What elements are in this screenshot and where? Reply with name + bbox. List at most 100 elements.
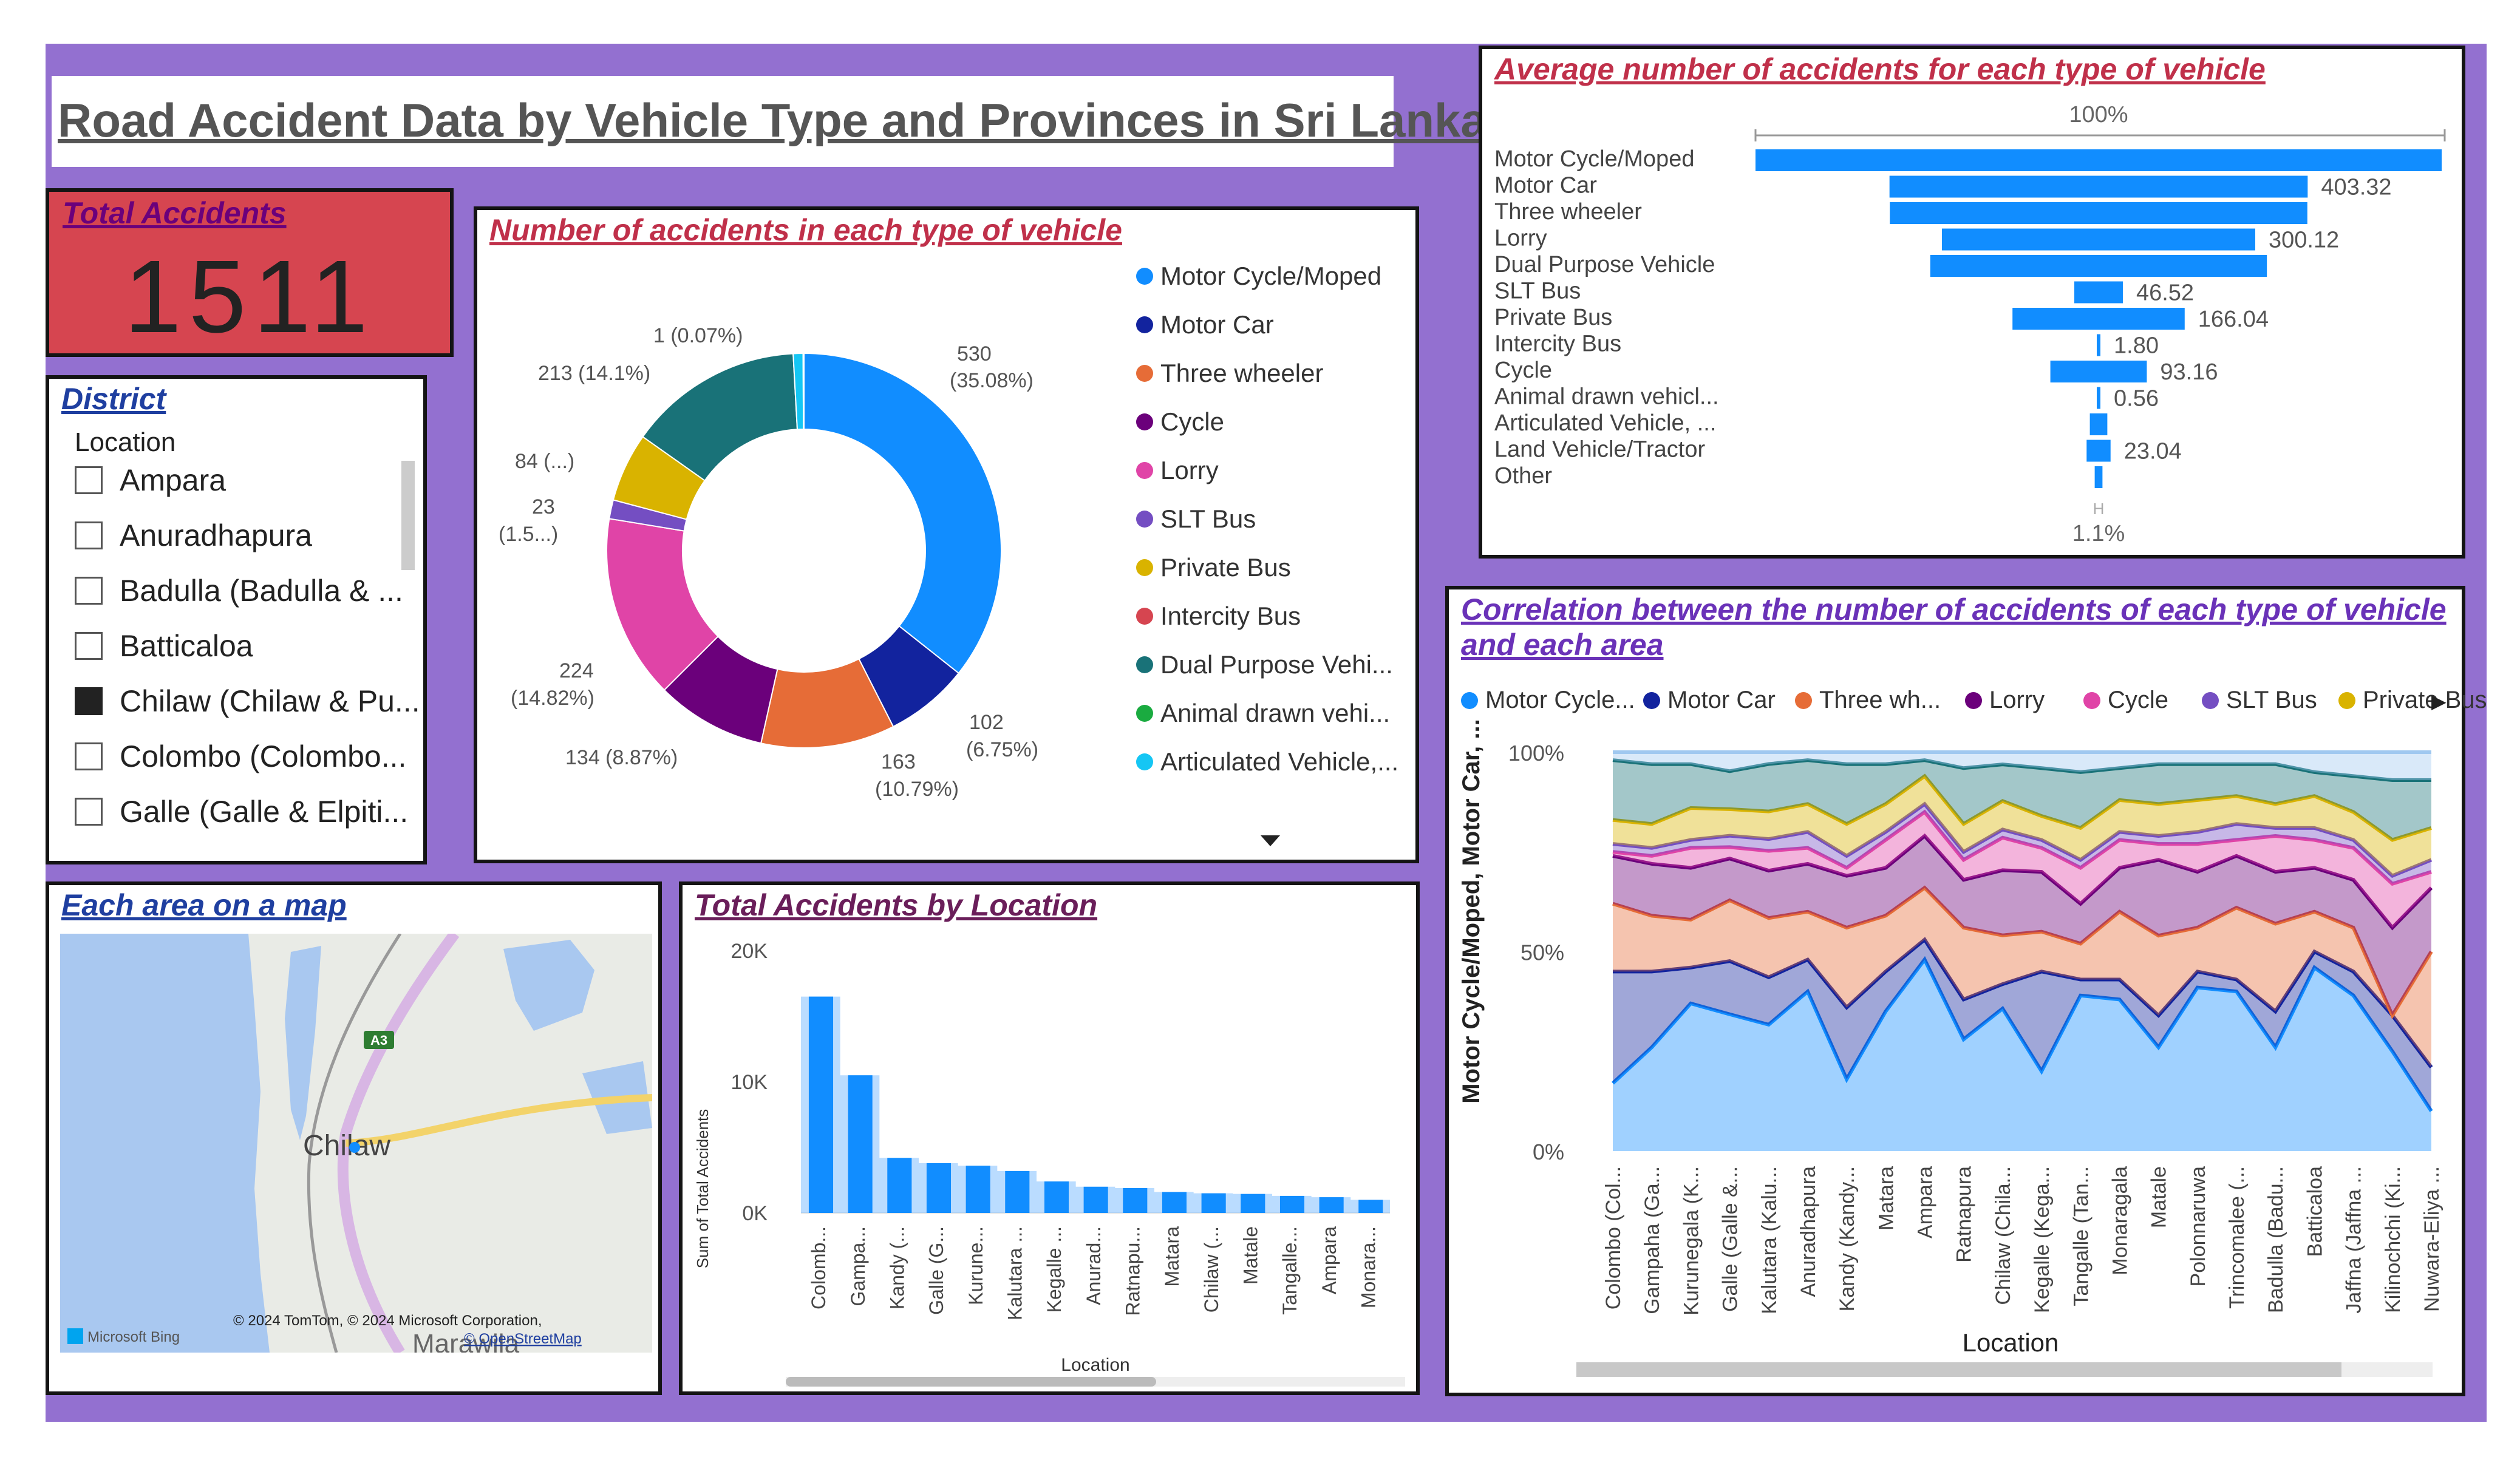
bar-x-label: Kandy (... xyxy=(886,1226,908,1309)
funnel-data-label: 300.12 xyxy=(2269,228,2339,253)
checkbox[interactable] xyxy=(75,742,103,770)
label-slt-bus-pct: (1.5...) xyxy=(499,523,558,546)
location-bar[interactable] xyxy=(1123,1187,1148,1213)
caret-down-icon[interactable] xyxy=(1261,835,1280,846)
area-legend-item[interactable]: SLT Bus xyxy=(2202,687,2317,714)
donut-legend-item[interactable]: Lorry xyxy=(1136,456,1219,485)
funnel-category-label: Private Bus xyxy=(1494,305,1612,330)
location-bar[interactable] xyxy=(1083,1186,1108,1213)
location-bar[interactable] xyxy=(887,1158,912,1213)
area-x-label: Jaffna (Jaffna ... xyxy=(2343,1166,2366,1314)
funnel-bar[interactable] xyxy=(2097,334,2100,356)
funnel-bar[interactable] xyxy=(1942,228,2255,251)
donut-slice-intercity-bus[interactable] xyxy=(802,352,805,430)
donut-legend-item[interactable]: Private Bus xyxy=(1136,553,1291,582)
funnel-category-label: Motor Car xyxy=(1494,173,1597,199)
donut-slice-motor-cycle-moped[interactable] xyxy=(803,352,1002,674)
donut-legend-item[interactable]: SLT Bus xyxy=(1136,504,1256,534)
location-bar[interactable] xyxy=(1241,1194,1265,1213)
funnel-bar[interactable] xyxy=(2086,440,2111,462)
area-layer-lorry[interactable] xyxy=(1613,835,2431,1016)
checkbox[interactable] xyxy=(75,521,103,549)
donut-title: Number of accidents in each type of vehi… xyxy=(489,213,1122,247)
area-x-label: Polonnaruwa xyxy=(2187,1166,2210,1287)
donut-legend-item[interactable]: Animal drawn vehi... xyxy=(1136,699,1390,728)
location-bar[interactable] xyxy=(965,1166,990,1213)
donut-legend-item[interactable]: Articulated Vehicle,... xyxy=(1136,747,1398,776)
area-x-label: Monaragala xyxy=(2108,1166,2131,1275)
area-layer-motor-car[interactable] xyxy=(1613,939,2431,1112)
area-legend-item[interactable]: Three wh... xyxy=(1795,687,1941,714)
location-bar[interactable] xyxy=(848,1075,873,1213)
donut-chart: 530 (35.08%) 102 (6.75%) 163 (10.79%) 13… xyxy=(499,324,1038,801)
map-view[interactable]: A3 Chilaw Marawila © 2024 TomTom, © 2024… xyxy=(60,934,652,1353)
bar-x-label: Kurune... xyxy=(965,1226,987,1305)
donut-legend-item[interactable]: Dual Purpose Vehi... xyxy=(1136,650,1393,679)
funnel-bar[interactable] xyxy=(2012,308,2185,330)
map-panel: Each area on a map A3 Chilaw Marawila © … xyxy=(46,881,662,1395)
kpi-card[interactable]: Total Accidents 1511 xyxy=(46,188,454,357)
funnel-data-label: 403.32 xyxy=(2321,175,2391,200)
checkbox[interactable] xyxy=(75,632,103,660)
area-layer-other[interactable] xyxy=(1613,752,2431,780)
funnel-bar[interactable] xyxy=(2094,466,2103,488)
funnel-category-label: Three wheeler xyxy=(1494,199,1642,225)
slicer-item[interactable]: Batticaloa xyxy=(75,628,253,664)
area-x-label: Gampaha (Ga... xyxy=(1641,1166,1664,1314)
funnel-bar[interactable] xyxy=(2050,361,2147,382)
kpi-value: 1511 xyxy=(124,239,375,355)
area-layer-slt-bus[interactable] xyxy=(1613,804,2431,884)
funnel-bar[interactable] xyxy=(1889,175,2308,198)
funnel-data-label: 23.04 xyxy=(2124,439,2182,464)
location-bar[interactable] xyxy=(1358,1200,1383,1213)
bar-x-label: Chilaw (... xyxy=(1200,1226,1222,1313)
area-legend-item[interactable]: Motor Car xyxy=(1643,687,1776,714)
area-scroll-thumb[interactable] xyxy=(1576,1362,2341,1377)
location-bar[interactable] xyxy=(808,996,834,1213)
slicer-item[interactable]: Anuradhapura xyxy=(75,518,312,553)
area-legend-item[interactable]: Cycle xyxy=(2083,687,2168,714)
bar-scroll-thumb[interactable] xyxy=(786,1377,1156,1387)
funnel-bar[interactable] xyxy=(2089,413,2108,435)
slicer-item[interactable]: Ampara xyxy=(75,463,226,498)
area-legend-item[interactable]: Private Bus xyxy=(2338,687,2487,714)
slicer-item[interactable]: Galle (Galle & Elpiti... xyxy=(75,794,408,829)
legend-label: Motor Cycle... xyxy=(1485,687,1635,713)
donut-legend-item[interactable]: Cycle xyxy=(1136,407,1224,436)
slicer-item[interactable]: Chilaw (Chilaw & Pu... xyxy=(75,684,420,719)
location-bar[interactable] xyxy=(1201,1193,1226,1213)
location-bar[interactable] xyxy=(1162,1192,1187,1213)
bar-panel: Total Accidents by Location Sum of Total… xyxy=(679,881,1420,1395)
checkbox[interactable] xyxy=(75,577,103,605)
location-bar[interactable] xyxy=(1044,1181,1069,1213)
slicer-item-label: Anuradhapura xyxy=(120,518,312,552)
bar-y-tick: 10K xyxy=(731,1071,768,1094)
slicer-scrollbar[interactable] xyxy=(401,461,415,570)
funnel-bar[interactable] xyxy=(1890,202,2307,224)
funnel-bar[interactable] xyxy=(1755,149,2442,171)
location-bar[interactable] xyxy=(926,1163,952,1213)
funnel-bar[interactable] xyxy=(2074,281,2123,304)
checkbox[interactable] xyxy=(75,466,103,494)
area-layer-dual-purpose[interactable] xyxy=(1613,760,2431,840)
slicer-item[interactable]: Colombo (Colombo... xyxy=(75,739,406,774)
area-legend-item[interactable]: Motor Cycle... xyxy=(1461,687,1635,714)
area-layer-motor-cycle-[interactable] xyxy=(1613,959,2431,1151)
legend-next-icon[interactable]: ▶ xyxy=(2431,690,2447,712)
location-bar[interactable] xyxy=(1279,1195,1305,1213)
checkbox[interactable] xyxy=(75,798,103,826)
funnel-bar[interactable] xyxy=(2097,387,2100,409)
donut-legend-item[interactable]: Motor Cycle/Moped xyxy=(1136,262,1381,291)
donut-legend-item[interactable]: Three wheeler xyxy=(1136,359,1323,388)
area-layer-private-bus[interactable] xyxy=(1613,776,2431,876)
checkbox-checked[interactable] xyxy=(75,687,103,715)
map-osm-link[interactable]: © OpenStreetMap xyxy=(464,1331,582,1347)
funnel-bar[interactable] xyxy=(1930,255,2267,277)
location-bar[interactable] xyxy=(1319,1197,1344,1213)
area-layer-three-wh-[interactable] xyxy=(1613,888,2431,1068)
donut-legend-item[interactable]: Motor Car xyxy=(1136,310,1274,339)
location-bar[interactable] xyxy=(1005,1170,1030,1213)
slicer-item[interactable]: Badulla (Badulla & ... xyxy=(75,573,403,608)
donut-legend-item[interactable]: Intercity Bus xyxy=(1136,602,1301,631)
area-legend-item[interactable]: Lorry xyxy=(1965,687,2045,714)
